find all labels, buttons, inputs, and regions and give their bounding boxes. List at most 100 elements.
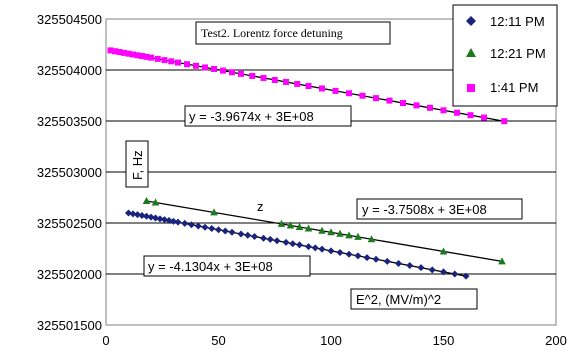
data-point xyxy=(305,83,312,90)
data-point xyxy=(238,70,244,77)
data-point xyxy=(130,51,136,58)
trendline-label-1-41-text: y = -3.9674x + 3E+08 xyxy=(189,109,314,124)
data-point xyxy=(354,232,362,240)
data-point xyxy=(440,268,447,276)
data-point xyxy=(193,62,199,69)
data-point xyxy=(194,222,202,230)
data-point xyxy=(462,272,470,280)
data-point xyxy=(454,109,460,116)
data-point xyxy=(210,208,218,216)
legend-marker-1-41 xyxy=(467,84,475,92)
annotation-z: z xyxy=(257,199,264,214)
data-point xyxy=(501,118,508,125)
legend-marker-12-21 xyxy=(466,48,476,57)
data-point xyxy=(134,52,141,59)
legend-marker-12-11 xyxy=(466,16,476,26)
x-tick-label: 150 xyxy=(433,333,455,348)
data-point xyxy=(237,230,245,238)
data-point xyxy=(400,100,406,107)
data-point xyxy=(107,47,114,54)
data-point xyxy=(413,102,420,109)
data-point xyxy=(327,228,335,236)
data-point xyxy=(154,55,161,62)
data-point xyxy=(249,72,256,79)
data-point xyxy=(271,76,278,83)
data-point xyxy=(283,78,289,85)
data-point xyxy=(373,95,379,102)
data-point xyxy=(367,235,376,243)
data-point xyxy=(208,225,216,233)
data-point xyxy=(498,257,506,265)
y-tick-label: 325501500 xyxy=(37,318,102,333)
data-point xyxy=(266,235,274,243)
y-tick-label: 325504500 xyxy=(37,12,102,27)
data-point xyxy=(147,213,155,221)
data-point xyxy=(336,248,344,256)
data-point xyxy=(273,237,281,245)
data-point xyxy=(129,210,137,218)
data-point xyxy=(440,107,447,114)
data-point xyxy=(152,214,159,222)
y-tick-label: 325503000 xyxy=(37,165,102,180)
data-point xyxy=(395,259,402,267)
data-point xyxy=(174,218,182,226)
legend-label-12-21: 12:21 PM xyxy=(490,46,546,61)
data-point xyxy=(383,257,391,265)
data-point xyxy=(229,69,235,76)
data-point xyxy=(295,222,304,230)
chart-title: Test2. Lorentz force detuning xyxy=(195,21,391,45)
x-tick-labels: 0 50 100 150 200 xyxy=(102,333,566,348)
data-point xyxy=(336,229,344,237)
data-point xyxy=(311,244,319,252)
data-point xyxy=(125,50,132,57)
data-point xyxy=(221,227,229,235)
data-points xyxy=(107,47,508,280)
data-point xyxy=(201,223,209,231)
data-point xyxy=(161,57,168,64)
x-tick-label: 200 xyxy=(545,333,567,348)
y-tick-label: 325502500 xyxy=(37,216,102,231)
data-point xyxy=(332,87,339,94)
data-point xyxy=(354,252,362,260)
data-point xyxy=(142,196,151,204)
data-point xyxy=(244,231,252,239)
data-point xyxy=(228,228,236,236)
data-point xyxy=(304,224,313,232)
x-axis-label-text: E^2, (MV/m)^2 xyxy=(356,292,441,307)
data-point xyxy=(282,238,290,246)
data-point xyxy=(184,61,190,68)
data-point xyxy=(345,250,353,258)
data-point xyxy=(165,217,173,225)
data-point xyxy=(116,49,123,56)
data-point xyxy=(121,49,127,56)
data-point xyxy=(289,240,297,248)
legend-label-12-11: 12:11 PM xyxy=(490,14,545,29)
data-point xyxy=(220,67,226,74)
data-point xyxy=(296,241,303,249)
y-tick-labels: 325501500 325502000 325502500 325503000 3255… xyxy=(37,12,102,333)
data-point xyxy=(427,104,433,111)
legend: 12:11 PM 12:21 PM 1:41 PM xyxy=(452,4,558,107)
data-point xyxy=(161,216,168,224)
y-tick-label: 325503500 xyxy=(37,114,102,129)
data-point xyxy=(170,217,177,225)
data-point xyxy=(318,226,326,234)
data-point xyxy=(439,247,448,255)
data-point xyxy=(134,211,141,219)
data-point xyxy=(318,245,326,253)
trendline-label-12-11: y = -4.1304x + 3E+08 xyxy=(143,255,311,277)
data-point xyxy=(168,58,175,65)
data-point xyxy=(372,255,380,263)
data-point xyxy=(417,264,425,272)
trendline-label-12-21-text: y = -3.7508x + 3E+08 xyxy=(362,202,487,217)
data-point xyxy=(215,226,222,234)
x-axis-label: E^2, (MV/m)^2 xyxy=(350,288,478,310)
data-point xyxy=(481,114,487,121)
data-point xyxy=(112,48,118,55)
data-point xyxy=(260,74,267,81)
data-point xyxy=(202,64,208,71)
x-tick-label: 100 xyxy=(320,333,342,348)
x-tick-label: 0 xyxy=(102,333,109,348)
data-point xyxy=(156,215,164,223)
